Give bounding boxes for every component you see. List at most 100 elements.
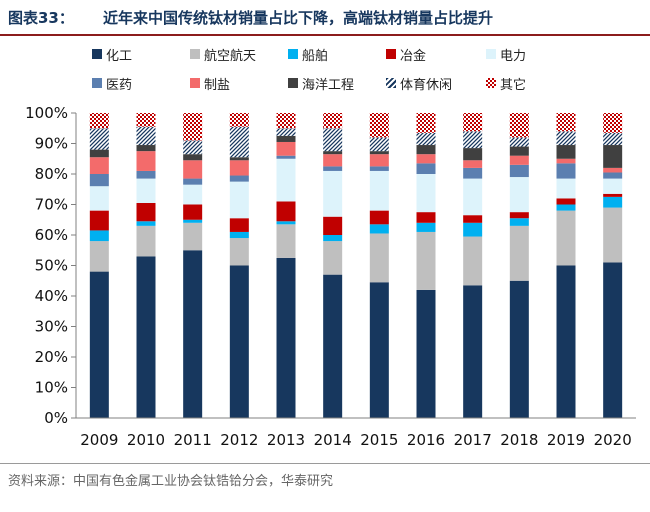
- legend-item: 电力: [486, 46, 527, 64]
- bar-segment: [276, 128, 296, 136]
- bar-segment: [323, 166, 343, 171]
- bar-segment: [276, 135, 296, 142]
- legend-label: 化工: [106, 48, 133, 64]
- bar-segment: [369, 154, 389, 167]
- bar-segment: [416, 222, 436, 232]
- bar-segment: [416, 145, 436, 155]
- bar-segment: [136, 170, 156, 179]
- bar-segment: [183, 219, 203, 223]
- bar-segment: [276, 155, 296, 159]
- bar-segment: [603, 172, 623, 179]
- y-tick-label: 0%: [44, 409, 68, 427]
- bar-segment: [369, 224, 389, 234]
- bar-segment: [463, 113, 483, 132]
- bar-segment: [463, 160, 483, 168]
- bar-segment: [556, 204, 576, 211]
- source-rule: [0, 463, 650, 464]
- bar-segment: [136, 202, 156, 222]
- y-tick-label: 90%: [35, 135, 68, 153]
- legend-label: 电力: [500, 48, 527, 64]
- x-tick-label: 2019: [547, 431, 585, 449]
- legend-swatch: [92, 49, 102, 59]
- bar-segment: [136, 145, 156, 152]
- bar-segment: [603, 178, 623, 194]
- bar-segment: [416, 212, 436, 223]
- bar-segment: [229, 126, 249, 158]
- bar-segment: [509, 155, 529, 165]
- bar-segment: [416, 289, 436, 418]
- header: 图表33： 近年来中国传统钛材销量占比下降，高端钛材销量占比提升: [0, 0, 650, 36]
- bar-segment: [463, 148, 483, 161]
- bar-segment: [556, 131, 576, 146]
- y-tick-label: 30%: [35, 318, 68, 336]
- header-rule: [0, 34, 650, 36]
- bar-segment: [369, 210, 389, 225]
- legend-swatch: [190, 78, 200, 88]
- bar-segment: [89, 230, 109, 242]
- x-tick-label: 2013: [267, 431, 305, 449]
- bar-segment: [416, 231, 436, 290]
- legend-item: 医药: [92, 75, 133, 93]
- bar-segment: [416, 174, 436, 213]
- bar-segment: [229, 238, 249, 266]
- bar-segment: [416, 113, 436, 133]
- bar-segment: [416, 132, 436, 146]
- x-tick-label: 2014: [314, 431, 352, 449]
- bar-segment: [183, 140, 203, 155]
- source-note: 资料来源：中国有色金属工业协会钛锆铪分会，华泰研究: [8, 474, 334, 489]
- legend-item: 体育休闲: [386, 75, 452, 93]
- bar-segment: [183, 160, 203, 179]
- y-tick-label: 50%: [35, 257, 68, 275]
- legend-label: 医药: [106, 77, 133, 93]
- bar-segment: [369, 233, 389, 283]
- bar-segment: [323, 216, 343, 235]
- y-tick-label: 80%: [35, 165, 68, 183]
- legend-swatch: [386, 78, 396, 88]
- y-tick-label: 10%: [35, 379, 68, 397]
- bar-segment: [463, 222, 483, 237]
- bar-segment: [603, 207, 623, 263]
- bar-segment: [89, 157, 109, 174]
- bar-segment: [463, 131, 483, 149]
- bar-segment: [276, 113, 296, 129]
- bar-segment: [89, 241, 109, 272]
- bar-segment: [229, 160, 249, 176]
- bar-segment: [276, 224, 296, 258]
- legend-label: 航空航天: [204, 48, 257, 64]
- bar-segment: [556, 265, 576, 418]
- bar-segment: [323, 274, 343, 418]
- bar-segment: [323, 241, 343, 275]
- bar-segment: [463, 236, 483, 286]
- bar-segment: [603, 262, 623, 418]
- bar-segment: [556, 145, 576, 159]
- bar-segment: [183, 113, 203, 141]
- chart-title: 近年来中国传统钛材销量占比下降，高端钛材销量占比提升: [103, 9, 494, 27]
- bar-segment: [509, 146, 529, 156]
- legend-item: 化工: [92, 46, 133, 64]
- bar-segment: [369, 166, 389, 171]
- bar-segment: [229, 218, 249, 232]
- bar-segment: [603, 132, 623, 146]
- bar-segment: [136, 225, 156, 257]
- bar-segment: [276, 257, 296, 418]
- bar-segment: [509, 212, 529, 219]
- legend-label: 制盐: [204, 77, 231, 93]
- legend-swatch: [288, 78, 298, 88]
- bar-segment: [89, 113, 109, 129]
- bar-segment: [463, 167, 483, 179]
- bar-segment: [136, 221, 156, 226]
- bar-segment: [89, 128, 109, 150]
- x-tick-label: 2015: [360, 431, 398, 449]
- x-tick-label: 2020: [594, 431, 632, 449]
- bar-segment: [183, 178, 203, 185]
- bar-segment: [89, 186, 109, 211]
- y-tick-label: 100%: [25, 104, 68, 122]
- y-tick-label: 70%: [35, 196, 68, 214]
- y-tick-label: 60%: [35, 226, 68, 244]
- figure-label: 图表33：: [8, 9, 74, 27]
- bar-segment: [369, 137, 389, 152]
- bar-segment: [603, 145, 623, 168]
- bar-segment: [509, 177, 529, 213]
- bar-segment: [229, 181, 249, 219]
- bar-segment: [89, 271, 109, 418]
